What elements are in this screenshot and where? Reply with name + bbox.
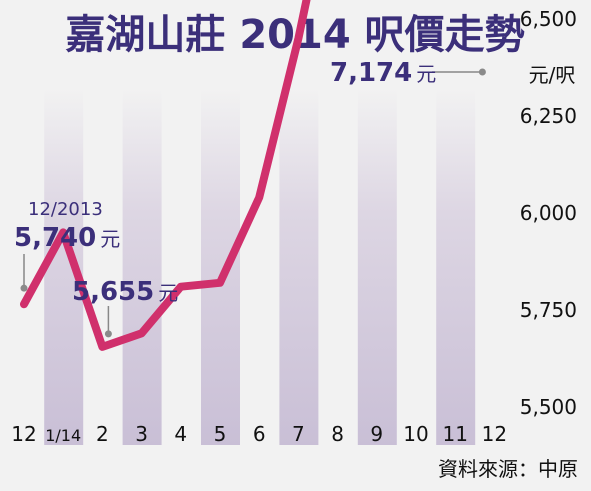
y-tick-label: 6,500: [520, 7, 577, 31]
unit-label: 元/呎: [529, 63, 576, 87]
annotation-unit: 元: [100, 227, 120, 251]
annotation-unit: 元: [416, 62, 436, 86]
y-tick-label: 6,000: [520, 201, 577, 225]
x-axis-ticks: 12 1/14 2 3 4 5 6 7 8 9 10 11 12: [11, 422, 507, 446]
annotation-leaders: [23, 71, 483, 334]
x-tick-label: 3: [135, 422, 148, 446]
annotation-value: 5,655: [72, 277, 154, 307]
annotation-unit: 元: [158, 281, 178, 305]
month-band: [436, 88, 476, 445]
data-points: [20, 68, 486, 338]
month-band: [122, 88, 162, 445]
annotation-value: 5,740: [14, 223, 96, 253]
x-tick-label: 9: [370, 422, 383, 446]
x-tick-label: 4: [174, 422, 187, 446]
series-line: [20, 0, 311, 351]
y-tick-label: 5,500: [520, 395, 577, 419]
month-bands: [44, 88, 476, 445]
annotation-marker: [20, 284, 28, 292]
x-tick-label: 6: [253, 422, 266, 446]
x-tick-label: 10: [403, 422, 428, 446]
x-tick-label: 7: [292, 422, 305, 446]
source-note: 資料來源：中原: [438, 457, 578, 481]
month-band: [201, 88, 240, 445]
month-band: [357, 88, 397, 445]
annotation-marker: [478, 68, 486, 76]
x-tick-label: 12: [482, 422, 507, 446]
x-tick-label: 2: [96, 422, 109, 446]
y-tick-label: 5,750: [520, 298, 577, 322]
y-tick-label: 6,250: [520, 104, 577, 128]
x-tick-label: 11: [442, 422, 467, 446]
x-tick-label: 1/14: [45, 426, 81, 445]
x-tick-label: 8: [331, 422, 344, 446]
annotation-value: 7,174: [330, 58, 412, 88]
annotation-marker: [104, 330, 112, 338]
x-tick-label: 12: [11, 422, 36, 446]
month-band: [279, 88, 319, 445]
x-tick-label: 5: [214, 422, 227, 446]
annotation-date: 12/2013: [28, 199, 103, 220]
